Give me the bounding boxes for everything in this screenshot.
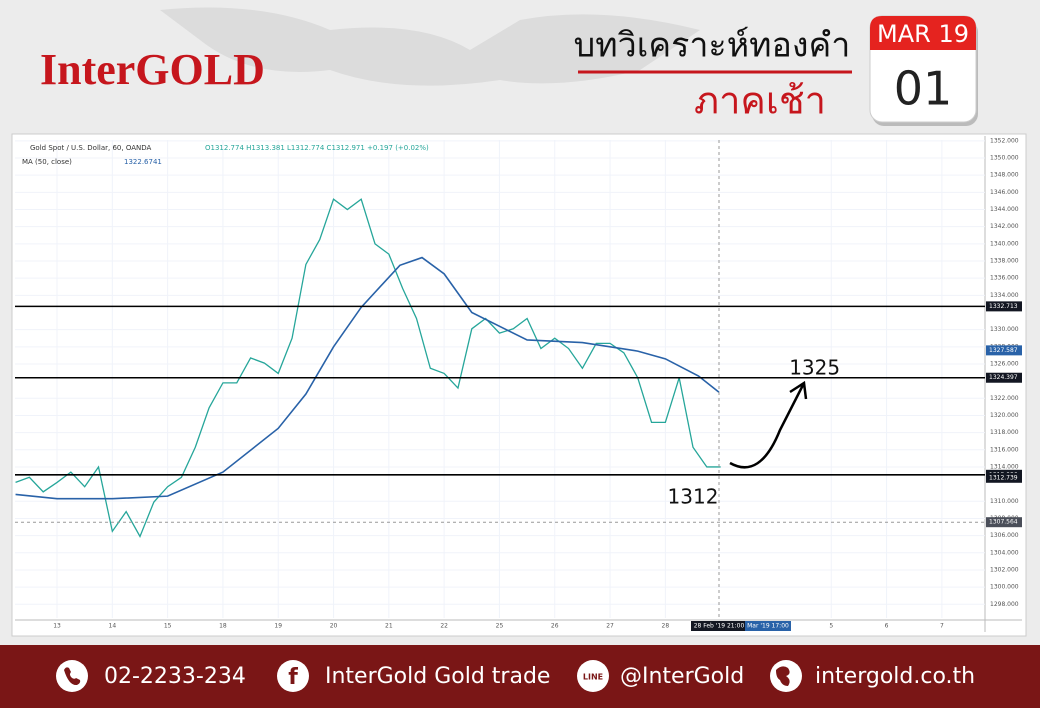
x-tick-label: 14: [109, 623, 117, 630]
y-tick-label: 1304.000: [990, 549, 1019, 556]
x-tick-label: 7: [940, 623, 944, 630]
x-tick-label: 22: [440, 623, 448, 630]
chart-info: Gold Spot / U.S. Dollar, 60, OANDA: [30, 144, 152, 152]
y-tick-label: 1344.000: [990, 206, 1019, 213]
price-label: 1307.564: [989, 519, 1018, 526]
subtitle: ภาคเช้า: [694, 79, 826, 123]
y-tick-label: 1306.000: [990, 532, 1019, 539]
y-tick-label: 1320.000: [990, 412, 1019, 419]
x-tick-label: 26: [551, 623, 559, 630]
level-box: [986, 301, 1022, 312]
price-box: [986, 472, 1022, 483]
footer-phone: 02-2233-234: [104, 664, 246, 689]
y-tick-label: 1334.000: [990, 292, 1019, 299]
price-box: [986, 517, 1022, 528]
title: บทวิเคราะห์ทองคำ: [574, 26, 851, 66]
y-tick-label: 1322.000: [990, 395, 1019, 402]
y-tick-label: 1348.000: [990, 172, 1019, 179]
x-tick-label: 27: [606, 623, 614, 630]
y-tick-label: 1302.000: [990, 566, 1019, 573]
date-month: MAR 19: [877, 20, 969, 48]
series-line: [15, 256, 720, 500]
y-tick-label: 1352.000: [990, 137, 1019, 144]
x-tick-label: 25: [496, 623, 504, 630]
footer-web: intergold.co.th: [815, 664, 975, 689]
series-line: [15, 198, 721, 538]
x-tick-label: 6: [885, 623, 889, 630]
y-tick-label: 1298.000: [990, 601, 1019, 608]
footer-facebook: InterGold Gold trade: [325, 664, 550, 689]
y-tick-label: 1338.000: [990, 258, 1019, 265]
date-day: 01: [894, 62, 953, 116]
y-tick-label: 1342.000: [990, 223, 1019, 230]
y-tick-label: 1300.000: [990, 584, 1019, 591]
price-box: [986, 345, 1022, 356]
crosshair-next-box: [744, 621, 791, 631]
x-tick-label: 20: [330, 623, 338, 630]
svg-text:LINE: LINE: [583, 673, 603, 682]
y-tick-label: 1346.000: [990, 189, 1019, 196]
ohlc: O1312.774 H1313.381 L1312.774 C1312.971 …: [205, 144, 429, 152]
y-tick-label: 1340.000: [990, 240, 1019, 247]
svg-text:f: f: [288, 665, 298, 690]
x-tick-label: 28: [662, 623, 670, 630]
price-label: 1312.739: [989, 474, 1018, 481]
level-box: [986, 372, 1022, 383]
y-tick-label: 1336.000: [990, 275, 1019, 282]
annotation: 1312: [668, 484, 719, 508]
y-tick-label: 1326.000: [990, 360, 1019, 367]
x-tick-label: 21: [385, 623, 393, 630]
ma-value: 1322.6741: [124, 158, 162, 166]
level-label: 1332.713: [989, 303, 1018, 310]
ma-label: MA (50, close): [22, 158, 72, 166]
crosshair-label: 28 Feb '19 21:00: [694, 623, 745, 630]
crosshair-box: [690, 621, 745, 631]
x-tick-label: 18: [219, 623, 227, 630]
y-tick-label: 1316.000: [990, 446, 1019, 453]
crosshair-next: Mar '19 17:00: [747, 623, 789, 630]
brand: InterGOLD: [40, 45, 265, 94]
level-label: 1324.397: [989, 374, 1018, 381]
x-tick-label: 5: [829, 623, 833, 630]
x-tick-label: 13: [53, 623, 61, 630]
x-tick-label: 19: [274, 623, 282, 630]
y-tick-label: 1318.000: [990, 429, 1019, 436]
price-label: 1327.587: [989, 347, 1018, 354]
arrow: [729, 380, 808, 469]
y-tick-label: 1310.000: [990, 498, 1019, 505]
x-tick-label: 15: [164, 623, 172, 630]
annotation: 1325: [789, 356, 840, 380]
y-tick-label: 1314.000: [990, 463, 1019, 470]
y-tick-label: 1350.000: [990, 155, 1019, 162]
footer-line: @InterGold: [620, 664, 744, 689]
y-tick-label: 1330.000: [990, 326, 1019, 333]
